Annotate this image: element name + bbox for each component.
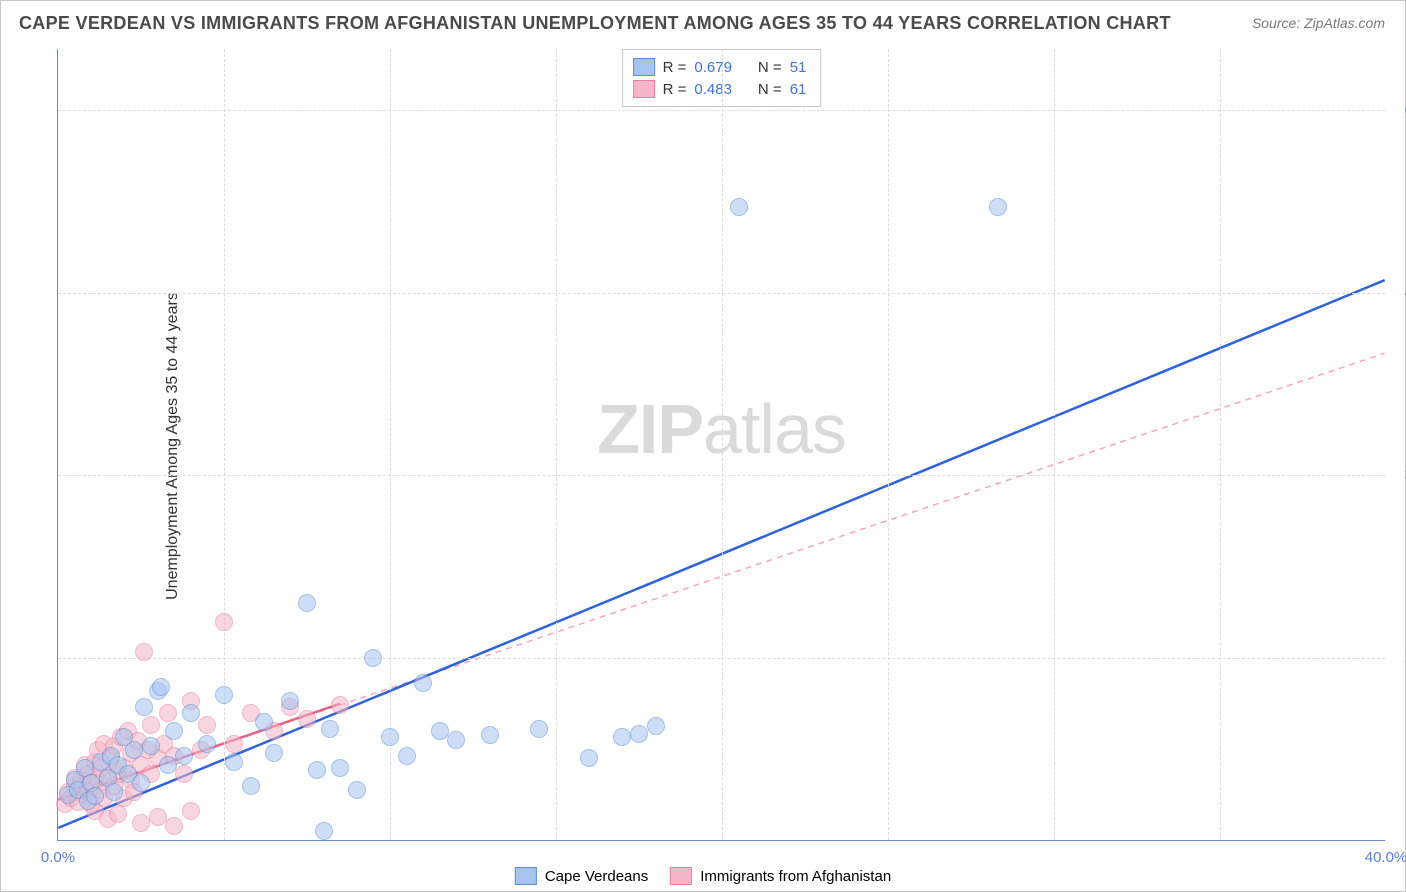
y-tick-label: 60.0% bbox=[1389, 101, 1406, 118]
scatter-point bbox=[198, 716, 216, 734]
y-tick-label: 30.0% bbox=[1389, 467, 1406, 484]
scatter-point bbox=[730, 198, 748, 216]
scatter-point bbox=[142, 737, 160, 755]
scatter-point bbox=[159, 704, 177, 722]
legend-label-series1: Cape Verdeans bbox=[545, 868, 648, 885]
gridline-v bbox=[556, 49, 557, 840]
legend-swatch-series1 bbox=[515, 867, 537, 885]
scatter-point bbox=[530, 720, 548, 738]
scatter-point bbox=[198, 735, 216, 753]
scatter-point bbox=[647, 717, 665, 735]
scatter-point bbox=[331, 759, 349, 777]
scatter-point bbox=[431, 722, 449, 740]
scatter-point bbox=[265, 744, 283, 762]
scatter-point bbox=[132, 774, 150, 792]
chart-container: CAPE VERDEAN VS IMMIGRANTS FROM AFGHANIS… bbox=[0, 0, 1406, 892]
scatter-point bbox=[242, 777, 260, 795]
scatter-point bbox=[447, 731, 465, 749]
scatter-point bbox=[175, 765, 193, 783]
swatch-series1 bbox=[633, 58, 655, 76]
scatter-point bbox=[381, 728, 399, 746]
scatter-point bbox=[308, 761, 326, 779]
scatter-point bbox=[630, 725, 648, 743]
scatter-point bbox=[132, 814, 150, 832]
legend-swatch-series2 bbox=[670, 867, 692, 885]
scatter-point bbox=[348, 781, 366, 799]
legend-item-series1: Cape Verdeans bbox=[515, 867, 648, 885]
scatter-point bbox=[86, 787, 104, 805]
legend-label-series2: Immigrants from Afghanistan bbox=[700, 868, 891, 885]
scatter-point bbox=[315, 822, 333, 840]
scatter-point bbox=[298, 710, 316, 728]
stats-row-series2: R = 0.483 N = 61 bbox=[633, 78, 807, 100]
scatter-point bbox=[215, 613, 233, 631]
y-tick-label: 45.0% bbox=[1389, 284, 1406, 301]
scatter-point bbox=[225, 735, 243, 753]
scatter-point bbox=[109, 805, 127, 823]
scatter-point bbox=[414, 674, 432, 692]
scatter-point bbox=[281, 692, 299, 710]
scatter-point bbox=[989, 198, 1007, 216]
scatter-point bbox=[321, 720, 339, 738]
scatter-point bbox=[255, 713, 273, 731]
scatter-point bbox=[152, 678, 170, 696]
scatter-point bbox=[175, 747, 193, 765]
scatter-point bbox=[182, 704, 200, 722]
scatter-point bbox=[105, 783, 123, 801]
scatter-point bbox=[580, 749, 598, 767]
y-tick-label: 15.0% bbox=[1389, 650, 1406, 667]
plot-area: ZIPatlas R = 0.679 N = 51 R = 0.483 N = … bbox=[57, 49, 1385, 841]
scatter-point bbox=[331, 696, 349, 714]
gridline-v bbox=[888, 49, 889, 840]
scatter-point bbox=[165, 722, 183, 740]
gridline-v bbox=[224, 49, 225, 840]
scatter-point bbox=[225, 753, 243, 771]
scatter-point bbox=[613, 728, 631, 746]
scatter-point bbox=[159, 756, 177, 774]
scatter-point bbox=[364, 649, 382, 667]
scatter-point bbox=[142, 716, 160, 734]
scatter-point bbox=[149, 808, 167, 826]
gridline-v bbox=[722, 49, 723, 840]
swatch-series2 bbox=[633, 80, 655, 98]
scatter-point bbox=[125, 741, 143, 759]
scatter-point bbox=[215, 686, 233, 704]
gridline-v bbox=[1220, 49, 1221, 840]
gridline-v bbox=[390, 49, 391, 840]
x-tick-label: 0.0% bbox=[41, 849, 75, 866]
scatter-point bbox=[135, 643, 153, 661]
scatter-point bbox=[398, 747, 416, 765]
scatter-point bbox=[135, 698, 153, 716]
stats-row-series1: R = 0.679 N = 51 bbox=[633, 56, 807, 78]
scatter-point bbox=[182, 802, 200, 820]
scatter-point bbox=[298, 594, 316, 612]
x-tick-label: 40.0% bbox=[1365, 849, 1406, 866]
legend-item-series2: Immigrants from Afghanistan bbox=[670, 867, 891, 885]
scatter-point bbox=[481, 726, 499, 744]
chart-title: CAPE VERDEAN VS IMMIGRANTS FROM AFGHANIS… bbox=[19, 13, 1171, 34]
scatter-point bbox=[165, 817, 183, 835]
gridline-v bbox=[1054, 49, 1055, 840]
bottom-legend: Cape Verdeans Immigrants from Afghanista… bbox=[515, 867, 891, 885]
source-attribution: Source: ZipAtlas.com bbox=[1252, 15, 1385, 31]
